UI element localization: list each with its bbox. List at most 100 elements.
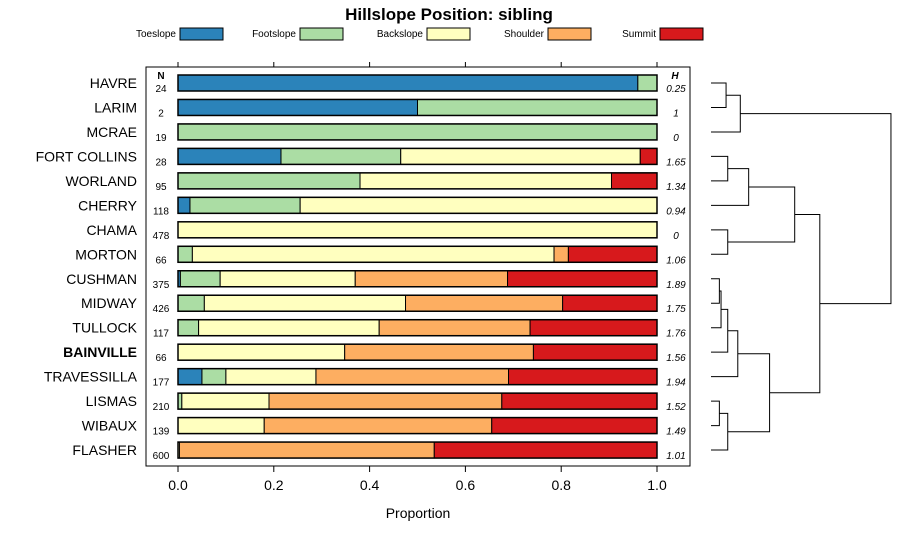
category-label-lismas: LISMAS [86, 393, 137, 409]
bar-outline-mcrae [177, 123, 658, 141]
bar-travessilla-footslope [201, 368, 227, 386]
bar-outline-wibaux [177, 416, 658, 435]
category-label-tullock: TULLOCK [72, 320, 137, 336]
bar-larim-footslope [417, 98, 658, 116]
dendrogram-link-2 [711, 155, 729, 182]
bar-outline-havre [177, 74, 658, 92]
x-tick-label-0: 0.0 [168, 477, 188, 493]
n-value-fort-collins: 28 [155, 157, 167, 168]
bar-tullock-shoulder [378, 319, 531, 337]
category-label-midway: MIDWAY [81, 295, 138, 311]
h-value-cushman: 1.89 [666, 280, 686, 291]
bar-worland-backslope [359, 172, 612, 190]
dendrogram-link-4 [711, 229, 729, 255]
category-labels: HAVRE 24 0.25 LARIM 2 1 MCRAE 19 0 FORT COLLINS 28… [36, 75, 687, 462]
bar-morton-shoulder [553, 245, 569, 263]
legend-label-shoulder: Shoulder [504, 29, 545, 40]
n-value-mcrae: 19 [155, 133, 167, 144]
dendrogram-link-6 [711, 278, 720, 304]
bar-cherry-backslope [299, 196, 658, 214]
n-value-havre: 24 [155, 84, 167, 95]
bars [177, 74, 658, 459]
n-value-chama: 478 [153, 231, 170, 242]
n-value-morton: 66 [155, 255, 167, 266]
n-column-header: N [157, 71, 164, 82]
bar-outline-lismas [177, 392, 658, 410]
h-value-lismas: 1.52 [666, 402, 686, 413]
dendrogram-link-10 [711, 400, 720, 427]
bar-midway-footslope [177, 294, 205, 312]
bar-bainville-shoulder [344, 343, 534, 361]
category-label-travessilla: TRAVESSILLA [44, 369, 138, 385]
n-value-midway: 426 [153, 304, 170, 315]
dendrogram-link-3 [711, 168, 750, 206]
category-label-bainville: BAINVILLE [63, 344, 137, 360]
bar-travessilla-backslope [225, 368, 317, 386]
bar-bainville-summit [532, 343, 658, 361]
n-value-travessilla: 177 [153, 378, 170, 389]
h-value-tullock: 1.76 [666, 329, 686, 340]
panel-frame [145, 66, 691, 467]
h-value-chama: 0 [673, 231, 679, 242]
bar-morton-summit [567, 245, 658, 263]
legend: Toeslope Footslope Backslope Shoulder Summit [136, 27, 704, 41]
legend-label-summit: Summit [622, 29, 656, 40]
bar-havre-toeslope [177, 74, 639, 92]
bar-outline-bainville [177, 343, 658, 361]
bar-fort-collins-backslope [400, 147, 641, 165]
category-label-mcrae: MCRAE [86, 124, 137, 140]
bar-outline-worland [177, 172, 658, 190]
category-label-havre: HAVRE [90, 75, 137, 91]
legend-swatch-footslope [299, 27, 344, 41]
n-value-tullock: 117 [153, 329, 169, 340]
bar-outline-morton [177, 245, 658, 264]
category-label-worland: WORLAND [65, 173, 137, 189]
bar-outline-travessilla [177, 367, 658, 386]
bar-outline-cushman [177, 270, 658, 288]
bar-havre-footslope [637, 74, 658, 92]
bar-cherry-footslope [189, 196, 301, 214]
category-label-morton: MORTON [75, 246, 137, 262]
n-value-bainville: 66 [155, 353, 167, 364]
bar-morton-footslope [177, 245, 193, 263]
bar-outline-chama [177, 221, 658, 239]
dendrogram-link-14 [740, 113, 892, 305]
legend-swatch-summit [659, 27, 704, 41]
bar-wibaux-summit [491, 417, 658, 435]
category-label-fort-collins: FORT COLLINS [36, 148, 137, 164]
n-value-cushman: 375 [153, 280, 170, 291]
category-label-wibaux: WIBAUX [82, 418, 138, 434]
bar-midway-summit [562, 294, 658, 312]
legend-swatch-backslope [426, 27, 471, 41]
h-value-travessilla: 1.94 [666, 378, 686, 389]
x-tick-label-5: 1.0 [647, 477, 667, 493]
dendrogram-link-5 [727, 186, 796, 243]
h-value-wibaux: 1.49 [666, 427, 686, 438]
bar-cushman-footslope [179, 270, 221, 288]
legend-label-backslope: Backslope [377, 29, 424, 40]
bar-cushman-backslope [219, 270, 356, 288]
h-value-bainville: 1.56 [666, 353, 686, 364]
h-value-havre: 0.25 [666, 84, 686, 95]
dendrogram [711, 82, 892, 451]
n-value-wibaux: 139 [153, 427, 170, 438]
h-value-larim: 1 [673, 108, 679, 119]
bar-worland-summit [610, 172, 658, 190]
chart-title: Hillslope Position: sibling [345, 5, 553, 24]
n-value-worland: 95 [155, 182, 167, 193]
legend-label-footslope: Footslope [252, 29, 296, 40]
bar-tullock-backslope [198, 319, 380, 337]
bar-fort-collins-summit [639, 147, 658, 165]
dendrogram-link-0 [711, 82, 727, 108]
bar-outline-fort-collins [177, 147, 658, 166]
h-value-morton: 1.06 [666, 255, 686, 266]
bar-travessilla-toeslope [177, 368, 203, 386]
bar-tullock-summit [529, 319, 658, 337]
category-label-cushman: CUSHMAN [66, 271, 137, 287]
bar-outline-larim [177, 98, 658, 117]
bar-lismas-backslope [181, 392, 270, 410]
h-value-midway: 1.75 [666, 304, 686, 315]
h-value-mcrae: 0 [673, 133, 679, 144]
dendrogram-link-12 [727, 353, 771, 433]
